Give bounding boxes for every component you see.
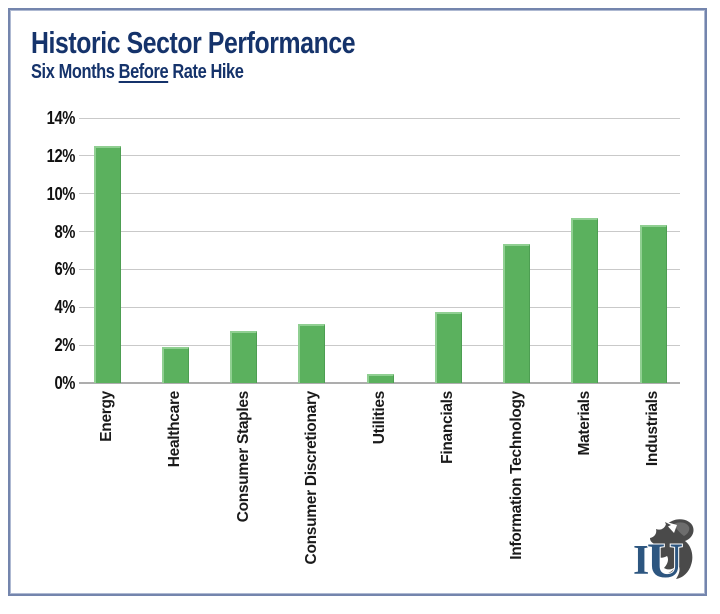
gridline-14pct <box>79 117 680 119</box>
x-axis-label-industrials: Industrials <box>644 391 661 467</box>
logo-letters: I U <box>632 531 684 588</box>
y-axis-tick-label: 14% <box>46 108 76 128</box>
x-axis-line <box>79 382 680 384</box>
logo-letter-u: U <box>647 532 683 588</box>
bar-materials <box>571 218 599 383</box>
chart-title: Historic Sector Performance <box>31 25 436 61</box>
y-axis-tick-label: 6% <box>54 259 75 280</box>
y-axis-tick-label: 8% <box>54 221 75 242</box>
gridline-2pct <box>79 344 680 346</box>
y-axis-tick-label: 10% <box>46 183 76 204</box>
investment-u-logo: I U <box>632 519 694 588</box>
logo-letter-i: I <box>633 538 649 584</box>
gridline-6pct <box>79 268 680 270</box>
bar-industrials <box>639 224 667 383</box>
x-axis-label-materials: Materials <box>575 391 593 456</box>
y-axis-tick-label: 0% <box>54 373 75 393</box>
bar-consumer-staples <box>230 330 257 383</box>
subtitle-suffix: Rate Hike <box>168 60 244 83</box>
bar-energy <box>93 146 121 383</box>
subtitle-underlined-word: Before <box>118 60 169 83</box>
bar-financials <box>434 312 462 383</box>
chart-subtitle: Six Months Before Rate Hike <box>31 60 297 84</box>
bar-information-technology <box>503 243 530 383</box>
bar-consumer-discretionary <box>298 324 326 383</box>
x-axis-label-utilities: Utilities <box>371 391 388 445</box>
x-axis-label-consumer-discretionary: Consumer Discretionary <box>302 391 320 565</box>
subtitle-prefix: Six Months <box>31 60 119 83</box>
x-axis-label-energy: Energy <box>98 391 115 442</box>
y-axis-tick-label: 12% <box>46 145 76 166</box>
chart-subtitle-text: Six Months Before Rate Hike <box>31 60 244 84</box>
bar-healthcare <box>161 347 189 383</box>
y-axis-tick-label: 2% <box>54 335 75 356</box>
gridline-4pct <box>79 306 680 308</box>
chart-title-text: Historic Sector Performance <box>31 25 356 60</box>
gridline-12pct <box>79 155 680 157</box>
x-axis-label-information-technology: Information Technology <box>507 391 525 560</box>
x-axis-label-financials: Financials <box>439 391 457 464</box>
gridline-8pct <box>79 231 680 233</box>
y-axis-tick-label: 4% <box>54 297 75 318</box>
x-axis-label-healthcare: Healthcare <box>166 391 184 468</box>
gridline-10pct <box>79 193 680 195</box>
logo-beast-icon <box>650 519 694 579</box>
bar-utilities <box>366 374 394 383</box>
x-axis-label-consumer-staples: Consumer Staples <box>234 391 252 523</box>
